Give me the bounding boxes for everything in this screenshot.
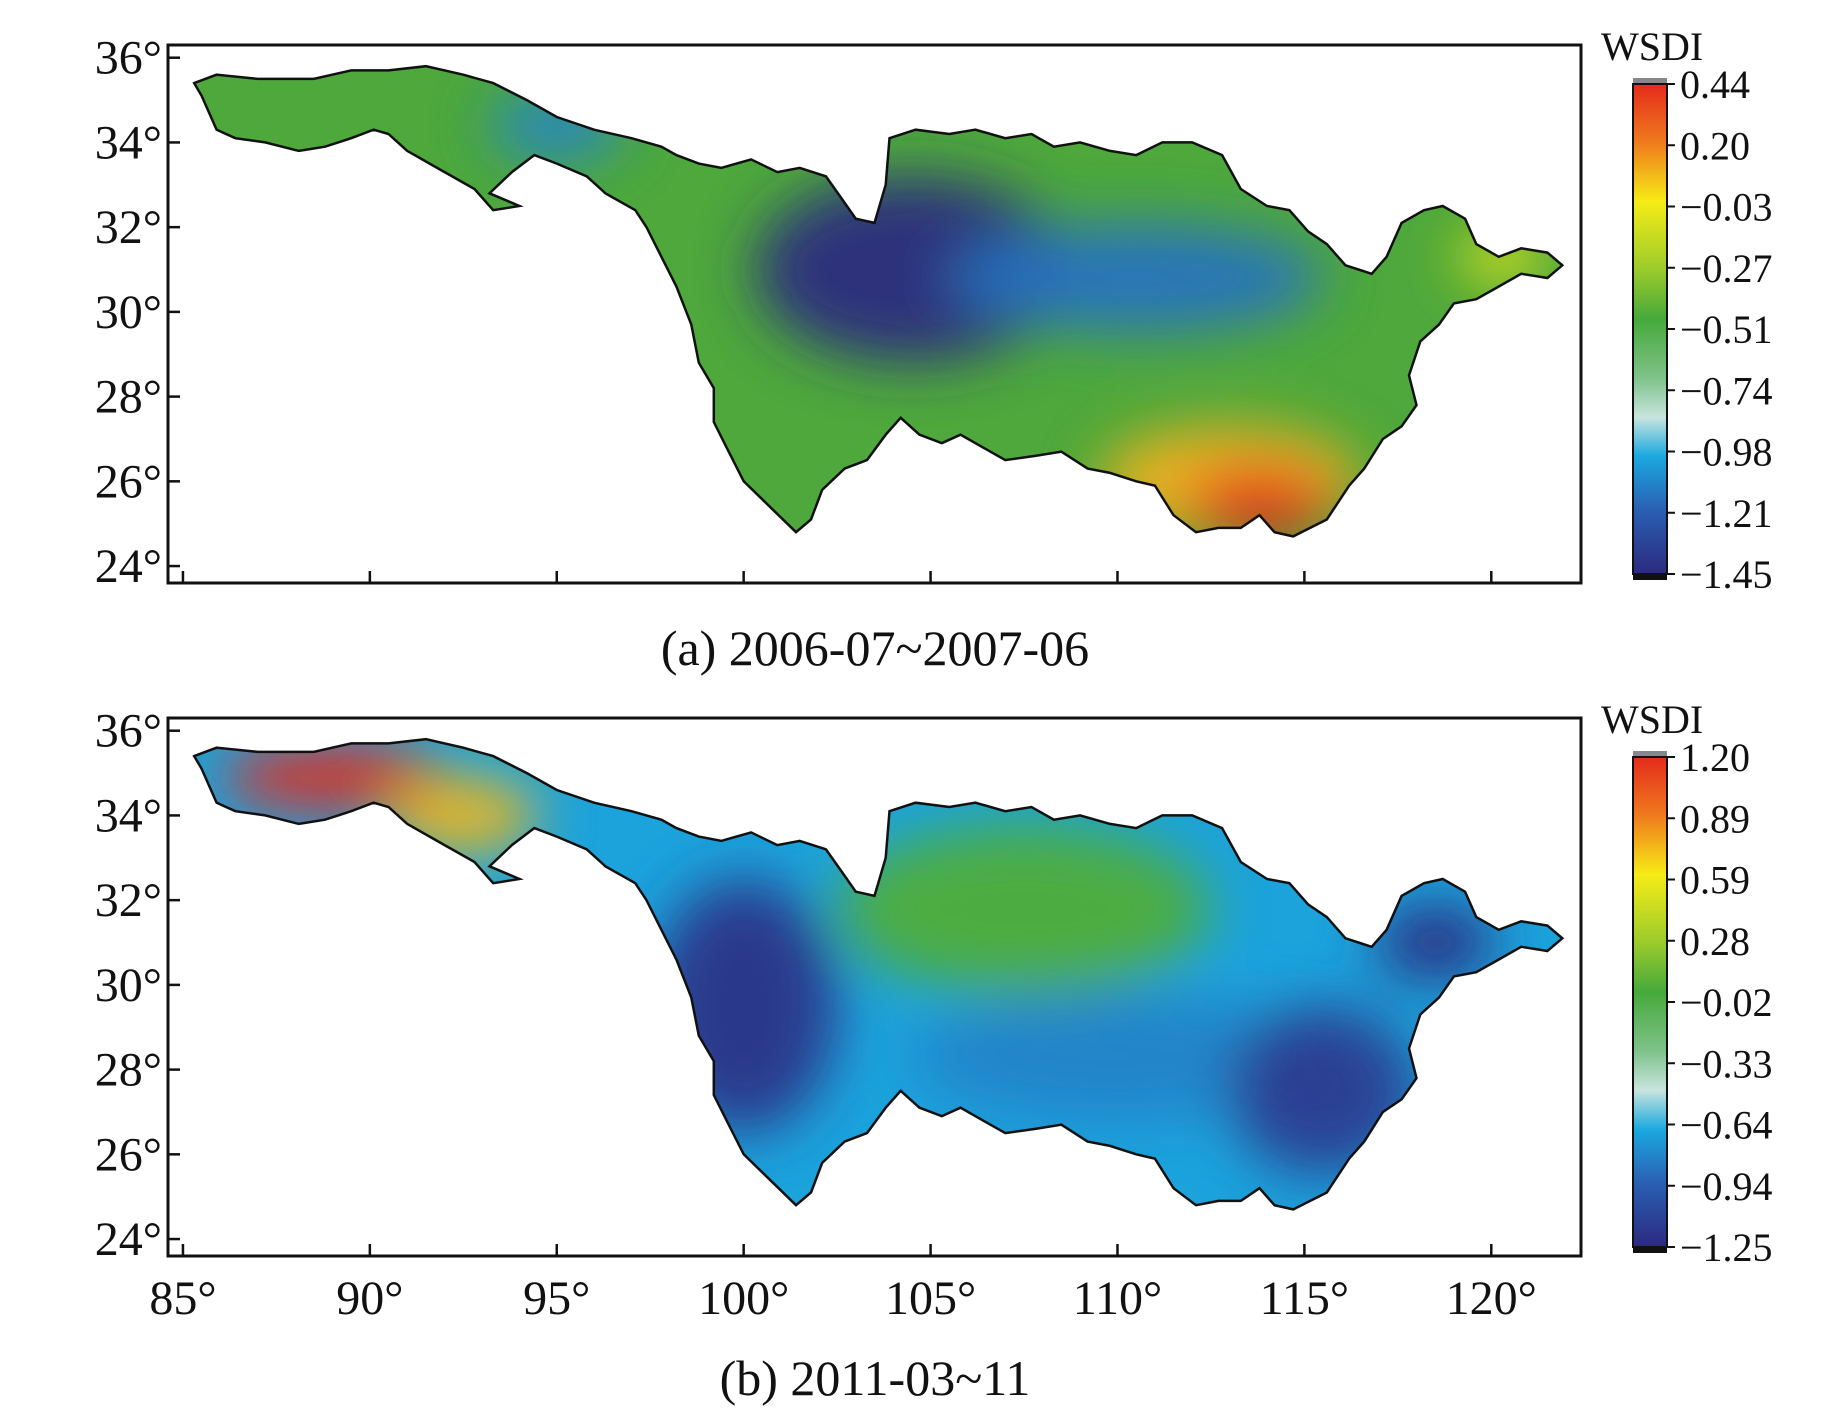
colorbar-tick-label-b-0: 1.20	[1680, 735, 1750, 780]
x-tick-label-85: 85°	[149, 1272, 216, 1325]
wsdi-region-b-6	[1375, 904, 1495, 981]
wsdi-region-b-0	[220, 743, 445, 812]
x-axis-b: 85° 90° 95° 100° 105° 110° 115° 120°	[149, 1244, 1537, 1325]
x-axis-a	[181, 571, 1493, 583]
y-axis-b: 24° 26° 28° 30° 32° 34° 36°	[95, 705, 180, 1266]
x-tick-label-105: 105°	[885, 1272, 976, 1325]
colorbar-tick-label-a-3: −0.27	[1680, 246, 1773, 291]
colorbar-tick-label-b-5: −0.33	[1680, 1041, 1773, 1086]
wsdi-region-b-2	[837, 823, 1211, 994]
caption-b: (b) 2011-03~11	[720, 1350, 1031, 1406]
y-tick-label-a-32: 32°	[95, 201, 162, 254]
y-tick-label-b-26: 26°	[95, 1128, 162, 1181]
y-tick-label-a-26: 26°	[95, 455, 162, 508]
panel-a: 24° 26° 28° 30° 32° 34° 36° WSDI 0.44 0.20 −0.03…	[95, 24, 1773, 676]
y-tick-label-b-32: 32°	[95, 874, 162, 927]
y-tick-label-a-24: 24°	[95, 540, 162, 593]
colorbar-tick-label-a-4: −0.51	[1680, 307, 1773, 352]
y-tick-label-b-34: 34°	[95, 789, 162, 842]
x-tick-label-95: 95°	[523, 1272, 590, 1325]
colorbar-b: WSDI 1.20 0.89 0.59 0.28 −0.02 −0.33 −0.64 −0.9…	[1601, 697, 1773, 1270]
y-tick-label-b-24: 24°	[95, 1213, 162, 1266]
colorbar-tick-label-b-2: 0.59	[1680, 858, 1750, 903]
y-tick-label-a-34: 34°	[95, 116, 162, 169]
colorbar-tick-label-a-2: −0.03	[1680, 185, 1773, 230]
colorbar-bottom-cap-a	[1633, 574, 1667, 580]
basin-outline-a	[192, 64, 1565, 538]
wsdi-region-b-4	[911, 993, 1324, 1121]
colorbar-tick-label-a-1: 0.20	[1680, 123, 1750, 168]
x-tick-label-110: 110°	[1073, 1272, 1162, 1325]
colorbar-ticks-a: 0.44 0.20 −0.03 −0.27 −0.51 −0.74 −0.98 −1.21 −1…	[1667, 62, 1773, 597]
x-tick-label-120: 120°	[1446, 1272, 1537, 1325]
x-tick-label-100: 100°	[698, 1272, 789, 1325]
y-tick-label-a-30: 30°	[95, 286, 162, 339]
wsdi-region-a-2	[949, 222, 1324, 334]
y-tick-label-b-28: 28°	[95, 1044, 162, 1097]
y-tick-label-a-36: 36°	[95, 32, 162, 85]
colorbar-tick-label-b-8: −1.25	[1680, 1225, 1773, 1270]
colorbar-a: WSDI 0.44 0.20 −0.03 −0.27 −0.51 −0.74 −0.98 −1…	[1601, 24, 1773, 597]
colorbar-tick-label-b-3: 0.28	[1680, 919, 1750, 964]
colorbar-tick-label-a-5: −0.74	[1680, 368, 1773, 413]
colorbar-tick-label-b-4: −0.02	[1680, 980, 1773, 1025]
x-tick-label-115: 115°	[1260, 1272, 1349, 1325]
colorbar-ticks-b: 1.20 0.89 0.59 0.28 −0.02 −0.33 −0.64 −0.94 −1.2…	[1667, 735, 1773, 1270]
y-tick-label-b-36: 36°	[95, 705, 162, 758]
colorbar-tick-label-b-6: −0.64	[1680, 1103, 1773, 1148]
colorbar-tick-label-a-8: −1.45	[1680, 552, 1773, 597]
x-tick-label-90: 90°	[336, 1272, 403, 1325]
colorbar-ramp-b	[1632, 756, 1668, 1248]
wsdi-region-a-1	[754, 176, 1069, 363]
wsdi-region-a-4	[1184, 468, 1335, 537]
colorbar-tick-label-b-1: 0.89	[1680, 796, 1750, 841]
colorbar-title-b: WSDI	[1601, 697, 1703, 742]
caption-a: (a) 2006-07~2007-06	[661, 620, 1089, 676]
panel-b: 24° 26° 28° 30° 32° 34° 36° 85° 90° 95° 100° 105° 1…	[95, 697, 1773, 1406]
colorbar-ramp-a	[1632, 83, 1668, 575]
colorbar-tick-label-b-7: −0.94	[1680, 1164, 1773, 1209]
basin-outline-b	[192, 737, 1565, 1211]
colorbar-bottom-cap-b	[1633, 1247, 1667, 1253]
colorbar-tick-label-a-0: 0.44	[1680, 62, 1750, 107]
y-tick-label-b-30: 30°	[95, 959, 162, 1012]
colorbar-top-cap-b	[1633, 751, 1667, 757]
colorbar-tick-label-a-7: −1.21	[1680, 491, 1773, 536]
y-axis-a: 24° 26° 28° 30° 32° 34° 36°	[95, 32, 180, 593]
colorbar-tick-label-a-6: −0.98	[1680, 430, 1773, 475]
y-tick-label-a-28: 28°	[95, 371, 162, 424]
colorbar-top-cap-a	[1633, 78, 1667, 84]
colorbar-title-a: WSDI	[1601, 24, 1703, 69]
